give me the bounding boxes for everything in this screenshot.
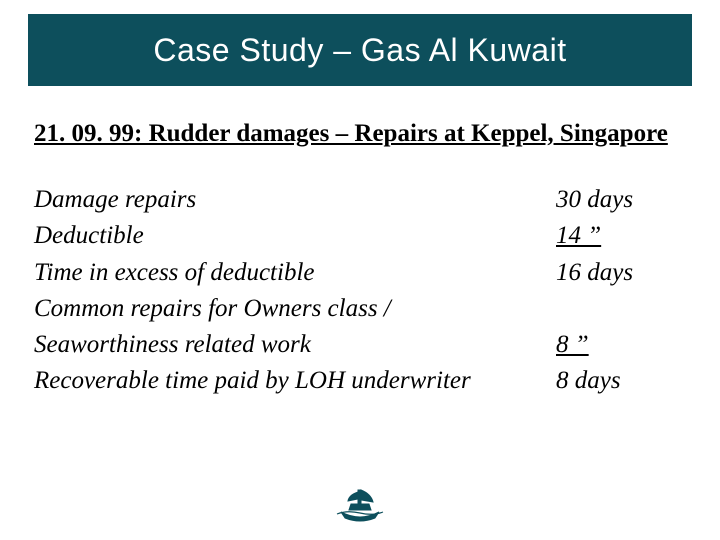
row-label: Damage repairs <box>34 182 556 218</box>
content-row: Damage repairs30 days <box>34 182 686 218</box>
row-value: 8 ” <box>556 327 686 363</box>
slide-title: Case Study – Gas Al Kuwait <box>153 32 566 69</box>
content-row: Time in excess of deductible16 days <box>34 255 686 291</box>
row-label: Common repairs for Owners class / <box>34 291 556 327</box>
title-bar: Case Study – Gas Al Kuwait <box>28 14 692 86</box>
row-value: 16 days <box>556 255 686 291</box>
ship-logo-icon <box>335 482 385 524</box>
content-row: Recoverable time paid by LOH underwriter… <box>34 363 686 399</box>
content-row: Deductible14 ” <box>34 218 686 254</box>
content-area: Damage repairs30 daysDeductible14 ” Time… <box>34 182 686 400</box>
row-label: Recoverable time paid by LOH underwriter <box>34 363 556 399</box>
row-value: 30 days <box>556 182 686 218</box>
content-row: Common repairs for Owners class / <box>34 291 686 327</box>
row-label: Time in excess of deductible <box>34 255 556 291</box>
row-label: Deductible <box>34 218 556 254</box>
slide-subtitle: 21. 09. 99: Rudder damages – Repairs at … <box>34 120 668 148</box>
content-row: Seaworthiness related work 8 ” <box>34 327 686 363</box>
slide: Case Study – Gas Al Kuwait 21. 09. 99: R… <box>0 0 720 540</box>
row-label: Seaworthiness related work <box>34 327 556 363</box>
row-value: 8 days <box>556 363 686 399</box>
row-value: 14 ” <box>556 218 686 254</box>
